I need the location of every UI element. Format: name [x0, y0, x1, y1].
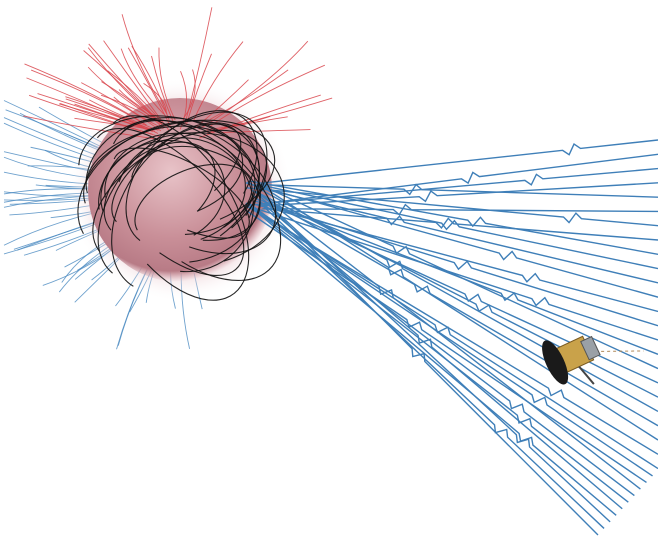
- red-field-line: [23, 115, 155, 140]
- red-field-line: [209, 64, 326, 128]
- open-field-line: [259, 183, 658, 198]
- open-field-line: [262, 167, 658, 205]
- open-field-line: [248, 180, 658, 255]
- open-field-line: [261, 139, 658, 184]
- open-field-line: [246, 187, 658, 227]
- closed-loop: [92, 129, 268, 252]
- open-field-line: [257, 208, 658, 341]
- closed-loop: [85, 125, 244, 212]
- closed-loop: [125, 110, 258, 242]
- open-field-line: [255, 200, 658, 327]
- open-field-line: [245, 202, 658, 470]
- open-field-line: [254, 153, 658, 206]
- spacecraft-bus: [580, 335, 601, 361]
- red-field-line: [192, 41, 244, 122]
- open-field-line: [260, 203, 605, 529]
- closed-loop: [118, 137, 254, 273]
- open-field-line: [254, 186, 658, 284]
- open-field-line: [251, 189, 658, 427]
- closed-loop: [104, 132, 246, 240]
- red-field-line: [65, 98, 153, 130]
- open-field-line: [257, 183, 658, 441]
- closed-loop: [97, 111, 268, 274]
- closed-loop: [113, 147, 250, 239]
- open-field-line: [256, 183, 658, 270]
- red-field-line: [74, 117, 146, 129]
- sun: [88, 98, 272, 282]
- closed-loop: [134, 163, 253, 231]
- red-field-line: [199, 40, 309, 130]
- closed-loop: [111, 123, 242, 223]
- open-field-line: [250, 193, 623, 510]
- red-field-line: [209, 69, 289, 120]
- red-field-line: [120, 48, 164, 115]
- spacecraft: [542, 335, 644, 385]
- closed-loop: [85, 117, 261, 263]
- closed-loop: [83, 119, 276, 220]
- open-field-line: [263, 182, 658, 207]
- open-field-line: [252, 206, 653, 477]
- red-field-line: [74, 103, 156, 132]
- red-field-line: [158, 47, 176, 121]
- closed-field-loops: [77, 110, 285, 301]
- closed-loop: [103, 141, 216, 231]
- open-field-line: [254, 203, 658, 313]
- open-field-line: [249, 205, 629, 503]
- open-field-line: [247, 181, 658, 413]
- closed-loop: [112, 119, 277, 255]
- red-field-line: [103, 40, 170, 132]
- open-field-line: [258, 194, 611, 523]
- open-field-line: [257, 192, 641, 490]
- open-field-line: [244, 209, 647, 484]
- open-field-line: [262, 207, 658, 241]
- open-field-line: [255, 190, 658, 398]
- heat-shield: [542, 340, 569, 385]
- red-field-line: [143, 82, 167, 114]
- open-field-line: [263, 200, 599, 536]
- red-field-line: [28, 94, 153, 135]
- blue-field-lines-open: [244, 139, 658, 536]
- spacecraft-boom: [583, 350, 644, 353]
- open-field-line: [248, 202, 635, 497]
- closed-loop: [111, 122, 260, 287]
- red-field-line: [88, 99, 159, 131]
- open-field-line: [260, 184, 658, 370]
- red-field-line: [121, 14, 168, 115]
- solar-panel: [578, 366, 595, 385]
- open-field-line: [259, 198, 658, 384]
- open-field-line: [245, 182, 658, 298]
- open-field-line: [244, 204, 658, 455]
- red-field-line: [37, 93, 148, 131]
- red-field-line: [118, 89, 159, 118]
- red-field-line: [87, 66, 154, 119]
- red-field-line: [81, 82, 162, 132]
- closed-loop: [100, 139, 226, 236]
- red-field-line: [26, 77, 153, 133]
- open-field-line: [263, 203, 658, 216]
- red-field-line: [183, 69, 196, 119]
- red-field-line: [24, 63, 147, 126]
